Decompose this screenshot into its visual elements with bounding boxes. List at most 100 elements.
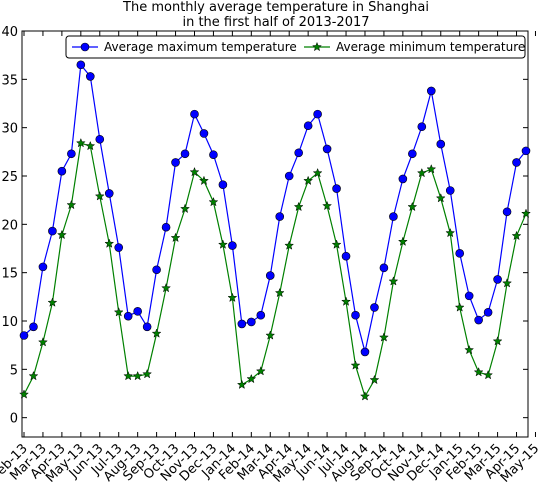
data-point-max xyxy=(284,171,294,181)
data-point-min xyxy=(483,369,494,380)
data-point-min xyxy=(350,360,361,370)
data-point-min xyxy=(217,239,228,249)
data-point-max xyxy=(389,212,398,221)
data-point-max xyxy=(493,275,502,284)
data-point-max xyxy=(265,271,275,280)
data-point-max xyxy=(76,60,86,70)
data-point-min xyxy=(397,236,408,246)
data-point-max xyxy=(464,291,474,301)
data-point-max xyxy=(171,158,180,167)
legend-label: Average maximum temperature xyxy=(104,40,297,54)
data-point-min xyxy=(47,297,58,307)
data-point-min xyxy=(151,328,162,338)
data-point-min xyxy=(180,203,190,214)
series-line-min xyxy=(23,142,527,398)
legend-marker xyxy=(312,41,322,52)
data-point-min xyxy=(303,175,314,186)
data-point-min xyxy=(28,370,39,381)
legend-label: Average minimum temperature xyxy=(336,40,525,54)
data-point-max xyxy=(218,180,228,189)
data-point-max xyxy=(38,262,48,272)
data-point-max xyxy=(379,263,389,273)
data-point-max xyxy=(275,212,285,221)
data-point-min xyxy=(170,232,181,243)
data-point-min xyxy=(19,389,29,399)
data-point-min xyxy=(331,239,342,249)
data-point-min xyxy=(341,296,351,306)
data-point-min xyxy=(360,391,370,401)
data-point-max xyxy=(114,243,124,252)
data-point-min xyxy=(37,337,48,347)
data-point-min xyxy=(322,200,333,211)
y-tick-label: 25 xyxy=(1,170,18,185)
legend-box xyxy=(65,35,526,59)
data-point-min xyxy=(113,307,124,317)
data-point-max xyxy=(29,322,38,332)
data-point-min xyxy=(199,175,209,186)
data-point-min xyxy=(416,167,427,178)
data-point-max xyxy=(123,311,133,321)
data-point-max xyxy=(104,189,114,198)
data-point-max xyxy=(303,121,313,131)
data-point-max xyxy=(313,109,322,119)
data-point-max xyxy=(247,317,256,327)
data-point-min xyxy=(284,240,295,250)
chart-title-line-2: in the first half of 2013-2017 xyxy=(182,15,370,30)
data-point-max xyxy=(95,134,105,144)
data-point-min xyxy=(265,330,276,340)
y-tick-label: 5 xyxy=(10,363,18,378)
data-point-max xyxy=(142,322,152,332)
data-point-min xyxy=(511,230,522,241)
y-tick-label: 40 xyxy=(1,25,18,40)
data-point-max xyxy=(209,150,218,160)
data-point-min xyxy=(426,164,437,174)
legend-marker xyxy=(80,42,90,52)
data-point-max xyxy=(133,307,142,316)
data-point-max xyxy=(521,146,531,156)
data-point-min xyxy=(464,344,475,355)
data-point-max xyxy=(351,310,360,320)
data-point-min xyxy=(85,140,96,151)
data-point-max xyxy=(67,149,76,159)
data-point-max xyxy=(426,86,436,96)
data-point-max xyxy=(152,265,161,275)
data-point-max xyxy=(436,139,446,149)
data-point-min xyxy=(104,238,115,248)
data-point-max xyxy=(455,249,464,258)
data-point-max xyxy=(57,166,67,176)
data-point-min xyxy=(369,374,380,385)
data-point-max xyxy=(237,319,247,329)
series-line-max xyxy=(23,63,527,353)
y-tick-label: 10 xyxy=(1,315,18,330)
data-point-max xyxy=(398,174,408,184)
data-point-max xyxy=(256,310,266,320)
plot-frame xyxy=(21,30,529,438)
data-point-max xyxy=(19,331,29,340)
data-point-min xyxy=(388,276,399,286)
data-point-min xyxy=(502,278,513,288)
data-point-min xyxy=(132,370,143,381)
data-point-max xyxy=(322,144,332,154)
data-point-min xyxy=(492,336,503,346)
data-point-min xyxy=(227,292,238,303)
data-point-min xyxy=(454,302,465,312)
chart-title-line-1: The monthly average temperature in Shang… xyxy=(123,0,429,15)
data-point-min xyxy=(435,193,446,203)
data-point-min xyxy=(274,287,285,298)
data-point-max xyxy=(161,222,171,232)
data-point-min xyxy=(142,368,153,379)
data-point-min xyxy=(246,373,257,384)
data-point-min xyxy=(123,370,134,381)
y-tick-label: 30 xyxy=(1,122,18,137)
data-point-min xyxy=(189,166,200,177)
y-tick-label: 15 xyxy=(1,267,18,282)
y-tick-label: 35 xyxy=(1,73,18,88)
data-point-max xyxy=(332,184,341,193)
data-point-min xyxy=(293,201,304,212)
data-point-min xyxy=(407,201,418,212)
data-point-max xyxy=(417,122,427,131)
data-point-max xyxy=(370,303,379,312)
data-point-min xyxy=(445,227,456,238)
data-point-max xyxy=(474,315,483,325)
